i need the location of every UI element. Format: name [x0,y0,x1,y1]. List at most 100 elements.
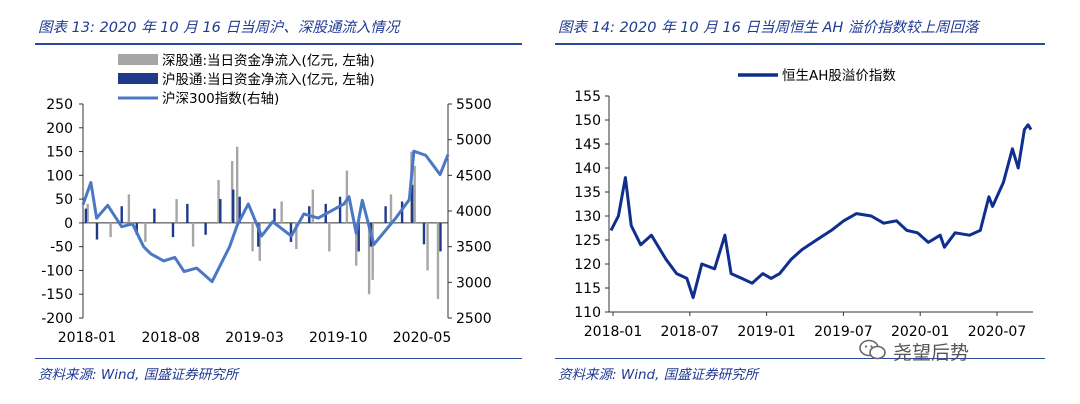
sz-flow-bar [175,199,178,223]
sh-flow-bar [422,222,426,245]
y-tick-label: 120 [574,257,601,273]
sh-flow-bar [410,184,414,223]
x-tick-label: 2020-01 [891,324,950,340]
right-y-tick-label: 4000 [456,204,492,220]
y-tick-label: 135 [574,185,601,201]
legend-label: 恒生AH股溢价指数 [782,68,896,84]
sh-flow-bar [95,222,99,240]
flow-chart: 250 200 150 100 50 0 -50 -100 -150 -200 5500 5000 45… [41,53,492,346]
right-chart-title: 图表 14: 2020 年 10 月 16 日当周恒生 AH 溢价指数较上周回落 [558,20,979,36]
left-y-tick-label: -200 [41,311,73,327]
legend-swatch [118,73,158,84]
left-y-tick-label: -150 [41,287,73,303]
sh-flow-bar [400,201,404,223]
y-tick-label: 150 [574,113,601,129]
x-tick-label: 2020-07 [968,324,1027,340]
y-tick-label: 115 [574,281,601,297]
sh-flow-bar [204,222,207,235]
left-source: 资料来源: Wind, 国盛证券研究所 [38,367,239,383]
left-chart-title: 图表 13: 2020 年 10 月 16 日当周沪、深股通流入情况 [38,20,400,36]
left-y-tick-label: 150 [46,145,73,161]
right-y-tick-label: 3500 [456,240,492,256]
sz-flow-bar [426,222,429,271]
right-source-rule [555,358,1045,359]
sz-flow-bar [371,222,374,280]
watermark-text: 尧望后势 [893,342,970,364]
left-y-tick-label: 100 [46,168,73,184]
x-tick-label: 2019-10 [309,330,368,346]
y-tick-label: 140 [574,161,601,177]
left-title-rule [35,43,522,45]
ah-premium-line [609,123,1033,300]
sh-flow-bar [439,222,442,252]
sh-flow-bar [186,203,189,223]
x-tick-label: 2019-03 [225,330,284,346]
left-y-tick-label: 200 [46,121,73,137]
x-tick-label: 2019-01 [737,324,796,340]
sh-flow-bar [357,222,360,252]
sz-flow-bar [217,180,220,223]
sh-flow-bar [135,222,138,235]
sz-flow-bar [367,222,371,295]
legend-label: 沪深300指数(右轴) [162,91,279,107]
wechat-icon [859,339,886,360]
ah-premium-chart: 155 150 145 140 135 130 125 120 115 110 2018-01 201… [574,68,1033,340]
x-tick-label: 2018-01 [584,324,643,340]
left-y-tick-label: -50 [50,240,73,256]
sz-flow-bar [109,222,112,238]
y-tick-label: 110 [574,305,601,321]
sh-flow-bar [289,222,293,242]
sz-flow-bar [311,189,315,223]
csi300-index-line [81,149,450,284]
right-y-tick-label: 5500 [456,97,492,113]
legend-label: 沪股通:当日资金净流入(亿元, 左轴) [162,72,375,88]
sh-flow-bar [84,208,88,223]
legend-swatch [118,54,158,65]
sz-flow-bar [144,222,147,242]
sh-flow-bar [120,206,123,223]
sh-flow-bar [338,196,342,223]
left-y-tick-label: -100 [41,263,73,279]
sz-flow-bar [280,201,283,223]
right-y-tick-label: 3000 [456,275,492,291]
sz-flow-bar [86,203,89,223]
sh-flow-bar [171,222,175,238]
right-title-rule [555,43,1045,45]
sz-flow-bar [328,222,331,252]
x-tick-label: 2018-01 [58,330,117,346]
y-tick-label: 125 [574,233,601,249]
sz-flow-bar [191,222,195,247]
sz-flow-bar [251,222,254,252]
right-y-tick-label: 2500 [456,311,492,327]
sh-flow-bar [273,208,276,223]
sz-flow-bar [345,170,349,223]
y-tick-label: 130 [574,209,601,225]
y-tick-label: 145 [574,137,601,153]
right-source: 资料来源: Wind, 国盛证券研究所 [558,367,759,383]
sz-flow-bar [127,194,131,223]
sz-flow-bar [295,222,298,250]
sz-flow-bar [235,146,239,223]
sh-flow-bar [384,206,387,223]
left-y-tick-label: 0 [64,216,73,232]
sz-flow-bar [258,222,261,261]
left-y-tick-label: 250 [46,97,73,113]
sz-flow-bar [436,222,440,299]
left-y-tick-label: 50 [55,192,73,208]
sh-flow-bar [153,208,156,223]
right-y-tick-label: 5000 [456,133,492,149]
sz-flow-bar [413,165,416,223]
y-tick-label: 155 [574,89,601,105]
x-tick-label: 2018-08 [142,330,201,346]
sz-flow-bar [355,222,358,266]
sh-flow-bar [238,196,241,223]
x-tick-label: 2020-05 [393,330,452,346]
left-source-rule [35,358,522,359]
sh-flow-bar [219,199,222,223]
legend-label: 深股通:当日资金净流入(亿元, 左轴) [162,53,375,69]
x-tick-label: 2018-07 [661,324,720,340]
sh-flow-bar [232,189,235,223]
x-tick-label: 2019-07 [814,324,873,340]
right-y-tick-label: 4500 [456,168,492,184]
sh-flow-bar [257,222,260,247]
